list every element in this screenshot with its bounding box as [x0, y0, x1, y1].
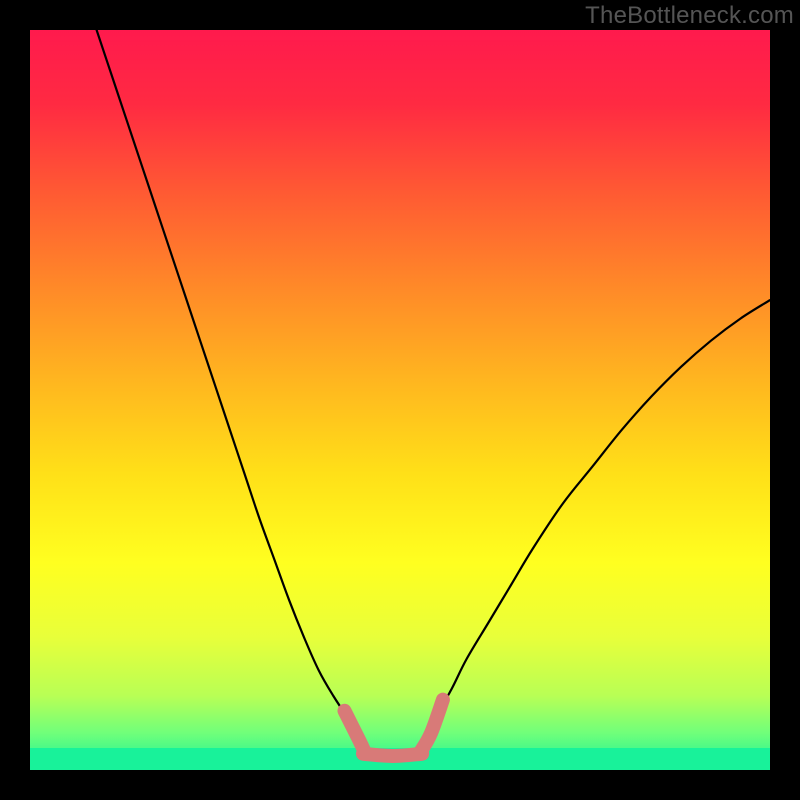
plot-area-gradient — [30, 30, 770, 770]
chart-svg — [0, 0, 800, 800]
chart-stage: TheBottleneck.com — [0, 0, 800, 800]
watermark-text: TheBottleneck.com — [585, 2, 794, 30]
highlight-bottom_flat — [363, 754, 422, 756]
